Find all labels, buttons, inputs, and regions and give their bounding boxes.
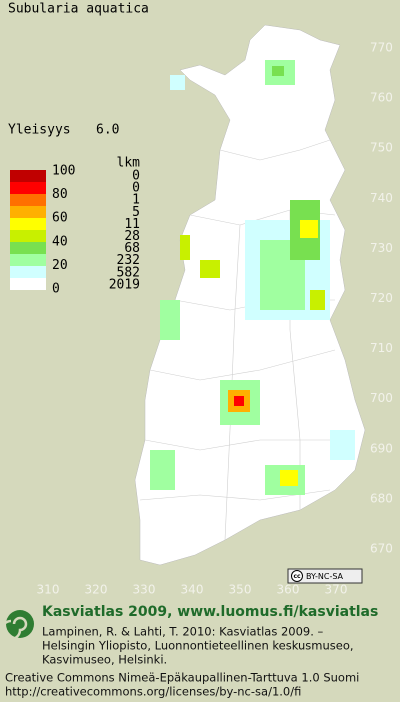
northing-label: 710 [370,341,393,355]
legend-swatch [10,194,46,206]
legend-scale-label: 20 [52,258,68,273]
northing-label: 740 [370,191,393,205]
legend-scale-label: 60 [52,211,68,226]
license-badge-text: BY-NC-SA [306,572,344,581]
legend-swatch [10,182,46,194]
svg-text:cc: cc [293,573,301,580]
easting-label: 360 [277,583,300,597]
northing-label: 770 [370,41,393,55]
legend-count: 0 [132,181,140,196]
legend-swatch [10,206,46,218]
legend-scale-label: 80 [52,187,68,202]
easting-label: 370 [325,583,348,597]
legend-count: 11 [124,217,140,232]
legend-swatch [10,242,46,254]
license-line: Creative Commons Nimeä-Epäkaupallinen-Ta… [5,671,359,685]
count-header: lkm [117,156,141,171]
legend-count: 68 [124,241,140,256]
legend-swatch [10,170,46,182]
frequency-label: Yleisyys [8,123,71,138]
legend-scale-label: 100 [52,164,75,179]
legend-scale-label: 40 [52,234,68,249]
legend-swatch [10,278,46,290]
northing-label: 720 [370,291,393,305]
legend-count: 28 [124,229,140,244]
northing-label: 680 [370,491,393,505]
legend-count: 0 [132,169,140,184]
legend-swatch [10,266,46,278]
legend-swatch [10,218,46,230]
license-line: http://creativecommons.org/licenses/by-n… [5,685,301,699]
legend-count: 582 [117,265,140,280]
logo [0,610,34,641]
citation-line: Lampinen, R. & Lahti, T. 2010: Kasviatla… [42,625,324,639]
northing-label: 760 [370,91,393,105]
legend-swatch [10,230,46,242]
northing-label: 750 [370,141,393,155]
easting-label: 320 [85,583,108,597]
legend-swatch [10,254,46,266]
citation-line: Helsingin Yliopisto, Luonnontieteellinen… [42,639,354,653]
citation-line: Kasvimuseo, Helsinki. [42,653,167,667]
legend-count: 2019 [109,277,140,292]
occurrence-cells [150,60,355,495]
license-badge[interactable]: cc BY-NC-SA [287,568,363,584]
species-title: Subularia aquatica [8,2,149,17]
frequency-value: 6.0 [96,123,119,138]
legend-count: 1 [132,193,140,208]
legend-count: 5 [132,205,140,220]
northing-label: 670 [370,542,393,556]
easting-label: 330 [133,583,156,597]
easting-label: 340 [181,583,204,597]
footer-heading: Kasviatlas 2009, www.luomus.fi/kasviatla… [42,604,378,620]
legend-count: 232 [117,253,140,268]
easting-label: 310 [37,583,60,597]
legend-scale-label: 0 [52,282,60,297]
northing-label: 700 [370,391,393,405]
northing-label: 730 [370,241,393,255]
easting-label: 350 [229,583,252,597]
northing-label: 690 [370,441,393,455]
